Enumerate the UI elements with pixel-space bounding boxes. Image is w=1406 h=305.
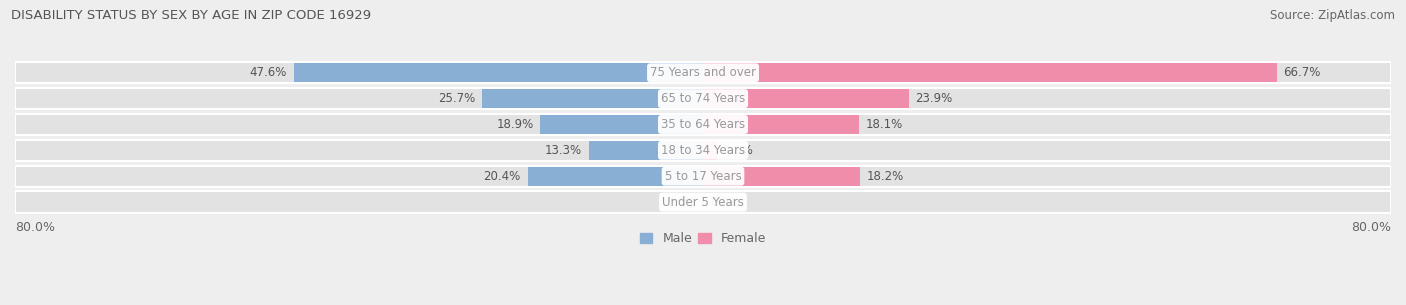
Legend: Male, Female: Male, Female (636, 227, 770, 250)
Text: 80.0%: 80.0% (1351, 221, 1391, 234)
Bar (589, 141, 703, 160)
Text: Under 5 Years: Under 5 Years (662, 196, 744, 209)
Text: 18.2%: 18.2% (866, 170, 904, 183)
Bar (703, 89, 908, 108)
Text: 23.9%: 23.9% (915, 92, 953, 105)
Bar (15, 192, 1391, 213)
Bar (15, 88, 1391, 109)
Text: 25.7%: 25.7% (437, 92, 475, 105)
Bar (527, 167, 703, 185)
Text: 80.0%: 80.0% (15, 221, 55, 234)
Text: 5 to 17 Years: 5 to 17 Years (665, 170, 741, 183)
Text: 13.3%: 13.3% (544, 144, 582, 157)
Text: Source: ZipAtlas.com: Source: ZipAtlas.com (1270, 9, 1395, 22)
Text: 18.9%: 18.9% (496, 118, 534, 131)
Text: 20.4%: 20.4% (484, 170, 520, 183)
Bar (15, 62, 1391, 83)
Bar (482, 89, 703, 108)
Bar (703, 63, 1277, 82)
Text: 0.0%: 0.0% (666, 196, 696, 209)
Text: 65 to 74 Years: 65 to 74 Years (661, 92, 745, 105)
Text: 66.7%: 66.7% (1284, 66, 1320, 79)
Text: DISABILITY STATUS BY SEX BY AGE IN ZIP CODE 16929: DISABILITY STATUS BY SEX BY AGE IN ZIP C… (11, 9, 371, 22)
Text: 18.1%: 18.1% (866, 118, 903, 131)
Bar (703, 115, 859, 134)
Text: 47.6%: 47.6% (249, 66, 287, 79)
Bar (703, 141, 717, 160)
Bar (15, 140, 1391, 161)
Bar (703, 167, 859, 185)
Bar (15, 114, 1391, 135)
Text: 0.0%: 0.0% (710, 196, 740, 209)
Text: 35 to 64 Years: 35 to 64 Years (661, 118, 745, 131)
Bar (294, 63, 703, 82)
Text: 1.6%: 1.6% (724, 144, 754, 157)
Text: 18 to 34 Years: 18 to 34 Years (661, 144, 745, 157)
Bar (15, 166, 1391, 187)
Text: 75 Years and over: 75 Years and over (650, 66, 756, 79)
Bar (540, 115, 703, 134)
